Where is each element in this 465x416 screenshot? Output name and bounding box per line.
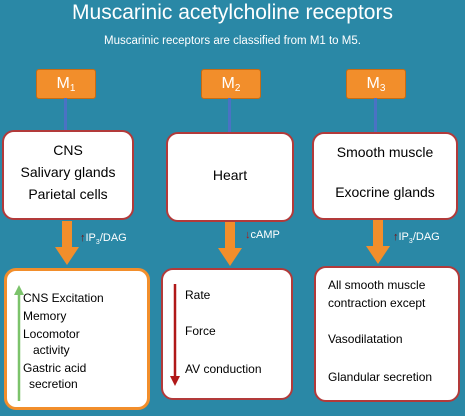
receptor-m1-subscript: 1 [69, 83, 76, 94]
m2-location-1: Heart [212, 167, 248, 183]
receptor-m1-box: M1 [36, 69, 96, 99]
m1-effect-1: CNS Excitation [23, 291, 104, 305]
m3-connector-line [374, 98, 377, 132]
m1-down-arrow-icon [55, 221, 79, 265]
m1-increase-arrow: ↑ [80, 232, 86, 244]
receptor-m3-subscript: 3 [379, 83, 386, 94]
m1-effects-box: CNS Excitation Memory Locomotor activity… [4, 268, 150, 410]
m2-decrease-arrow-icon [170, 284, 180, 386]
m1-effect-2: Memory [23, 309, 67, 323]
m3-effect-1: All smooth muscle [328, 278, 426, 292]
m2-down-arrow-icon [218, 222, 242, 266]
m1-effect-5: Gastric acid [23, 361, 87, 375]
receptor-m1-label: M [56, 75, 70, 92]
receptor-m2-subscript: 2 [234, 83, 241, 94]
receptor-m2-box: M2 [201, 69, 261, 99]
receptor-m3-box: M3 [346, 69, 406, 99]
m2-second-messenger: ↓cAMP [245, 229, 280, 241]
m1-increase-arrow-icon [14, 285, 24, 401]
m1-connector-line [64, 98, 67, 130]
m1-messenger-sub: 3 [95, 239, 100, 247]
m3-location-2: Exocrine glands [335, 184, 435, 200]
receptor-m2-label: M [221, 75, 235, 92]
m3-messenger-sub: 3 [408, 238, 413, 246]
receptor-m3-label: M [366, 75, 380, 92]
page-title: Muscarinic acetylcholine receptors [72, 1, 393, 24]
m3-effect-3: Vasodilatation [328, 332, 403, 346]
subtitle: Muscarinic receptors are classified from… [104, 35, 361, 47]
m2-effect-1: Rate [185, 288, 211, 302]
m2-effect-2: Force [185, 324, 216, 338]
m3-effect-4: Glandular secretion [328, 370, 433, 384]
m2-decrease-arrow: ↓ [245, 229, 251, 241]
m1-location-3: Parietal cells [28, 186, 108, 202]
m3-messenger-ip: IP [398, 231, 409, 243]
m3-effects-box: All smooth muscle contraction except Vas… [314, 266, 460, 402]
m1-messenger-ip: IP [85, 232, 96, 244]
m2-effect-3: AV conduction [185, 362, 262, 376]
m3-increase-arrow: ↑ [393, 231, 399, 243]
m1-effect-6: secretion [29, 377, 78, 391]
m2-messenger-camp: cAMP [250, 229, 280, 241]
m3-messenger-rest: /DAG [412, 231, 440, 243]
m1-effect-4: activity [33, 343, 70, 357]
m1-location-2: Salivary glands [20, 164, 116, 180]
m1-location-1: CNS [53, 142, 83, 158]
m2-effects-box: Rate Force AV conduction [161, 268, 293, 400]
m1-second-messenger: ↑IP3/DAG [80, 232, 127, 246]
m3-second-messenger: ↑IP3/DAG [393, 231, 440, 245]
m1-locations-box: CNS Salivary glands Parietal cells [2, 130, 134, 220]
m3-locations-box: Smooth muscle Exocrine glands [312, 132, 458, 220]
m3-location-1: Smooth muscle [336, 144, 434, 160]
m3-down-arrow-icon [366, 220, 390, 264]
m2-connector-line [228, 98, 231, 132]
m1-effect-3: Locomotor [23, 327, 80, 341]
m3-effect-2: contraction except [328, 296, 426, 310]
m1-messenger-rest: /DAG [99, 232, 127, 244]
m2-locations-box: Heart [166, 132, 294, 222]
